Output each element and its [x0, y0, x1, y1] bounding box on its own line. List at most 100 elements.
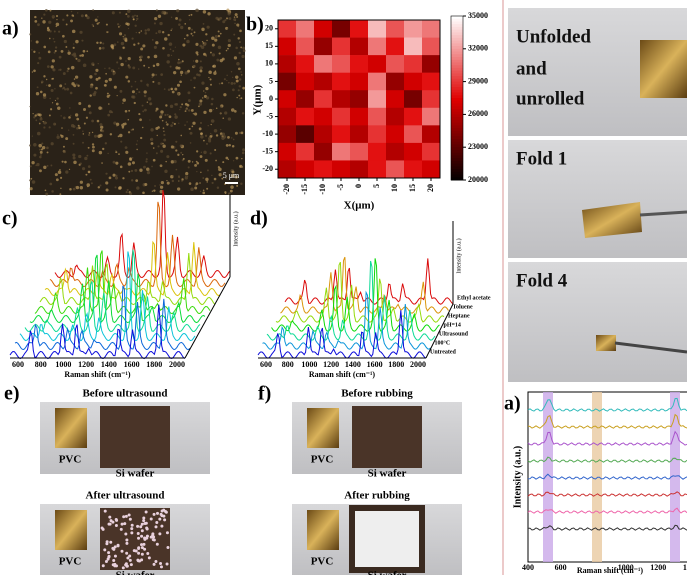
- speckle: [136, 186, 139, 189]
- speckle: [155, 110, 157, 112]
- speckle: [201, 152, 202, 153]
- y-tick-label: 20: [265, 24, 273, 33]
- speckle: [127, 15, 130, 18]
- panel-label: a): [2, 18, 19, 40]
- speckle: [137, 42, 139, 44]
- speckle: [139, 32, 141, 34]
- speckle: [186, 40, 190, 44]
- speckle: [226, 50, 228, 52]
- substrate-label: PVC: [59, 454, 82, 466]
- speckle: [203, 140, 205, 142]
- residue: [159, 562, 162, 565]
- speckle: [234, 56, 237, 59]
- speckle: [199, 182, 201, 184]
- speckle: [88, 147, 90, 149]
- speckle: [154, 22, 156, 24]
- speckle: [194, 164, 197, 167]
- speckle: [111, 111, 113, 113]
- speckle: [240, 183, 242, 185]
- speckle: [220, 129, 221, 130]
- speckle: [238, 67, 241, 70]
- x-tick-label: 20: [426, 184, 435, 192]
- speckle: [54, 88, 55, 89]
- speckle: [180, 61, 182, 63]
- speckle: [95, 87, 98, 90]
- speckle: [242, 152, 245, 155]
- y-axis-label: Intensity (a.u.): [455, 238, 462, 273]
- x-tick-label: 1600: [124, 360, 140, 369]
- speckle: [33, 154, 36, 157]
- heatmap-cell: [404, 38, 422, 56]
- speckle: [98, 22, 99, 23]
- speckle: [88, 105, 91, 108]
- heatmap-cell: [368, 38, 386, 56]
- speckle: [92, 24, 94, 26]
- speckle: [219, 52, 221, 54]
- x-tick-label: 800: [282, 360, 294, 369]
- x-tick-label: 0: [354, 184, 363, 188]
- speckle: [75, 113, 78, 116]
- speckle: [180, 26, 183, 29]
- speckle: [175, 149, 177, 151]
- speckle: [66, 24, 68, 26]
- speckle: [152, 81, 154, 83]
- heatmap-cell: [314, 90, 332, 108]
- speckle: [40, 151, 43, 154]
- speckle: [73, 156, 76, 159]
- speckle: [170, 30, 171, 31]
- speckle: [165, 104, 167, 106]
- speckle: [233, 160, 234, 161]
- speckle: [150, 139, 152, 141]
- speckle: [210, 84, 212, 86]
- speckle: [98, 186, 100, 188]
- speckle: [214, 178, 217, 181]
- speckle: [182, 43, 185, 46]
- speckle: [208, 137, 211, 140]
- speckle: [184, 38, 186, 40]
- speckle: [64, 83, 66, 85]
- speckle: [226, 17, 228, 19]
- x-tick-label: 1400: [683, 563, 687, 572]
- speckle: [192, 35, 193, 36]
- speckle: [66, 88, 69, 91]
- speckle: [226, 9, 229, 12]
- speckle: [96, 78, 99, 81]
- heatmap-cell: [278, 108, 296, 126]
- speckle: [157, 145, 159, 147]
- speckle: [121, 42, 124, 45]
- speckle: [116, 123, 119, 126]
- speckle: [150, 128, 153, 131]
- speckle: [162, 145, 165, 148]
- speckle: [31, 161, 34, 164]
- residue: [112, 559, 115, 562]
- speckle: [96, 42, 98, 44]
- speckle: [45, 9, 48, 12]
- speckle: [59, 193, 61, 195]
- speckle: [73, 54, 76, 57]
- speckle: [166, 155, 169, 158]
- speckle: [233, 82, 235, 84]
- speckle: [215, 35, 218, 38]
- speckle: [83, 50, 86, 53]
- speckle: [160, 150, 163, 153]
- speckle: [167, 114, 169, 116]
- heatmap-cell: [296, 73, 314, 91]
- speckle: [48, 21, 51, 24]
- speckle: [154, 46, 157, 49]
- speckle: [203, 42, 205, 44]
- speckle: [181, 180, 183, 182]
- speckle: [238, 89, 240, 91]
- residue: [143, 522, 146, 525]
- residue: [129, 559, 132, 562]
- speckle: [29, 33, 31, 35]
- speckle: [218, 46, 221, 49]
- speckle: [106, 24, 108, 26]
- speckle: [144, 183, 147, 186]
- speckle: [138, 91, 140, 93]
- speckle: [169, 115, 172, 118]
- speckle: [208, 125, 209, 126]
- speckle: [69, 188, 72, 191]
- residue: [136, 525, 139, 528]
- heatmap-cell: [386, 160, 404, 178]
- speckle: [241, 55, 244, 58]
